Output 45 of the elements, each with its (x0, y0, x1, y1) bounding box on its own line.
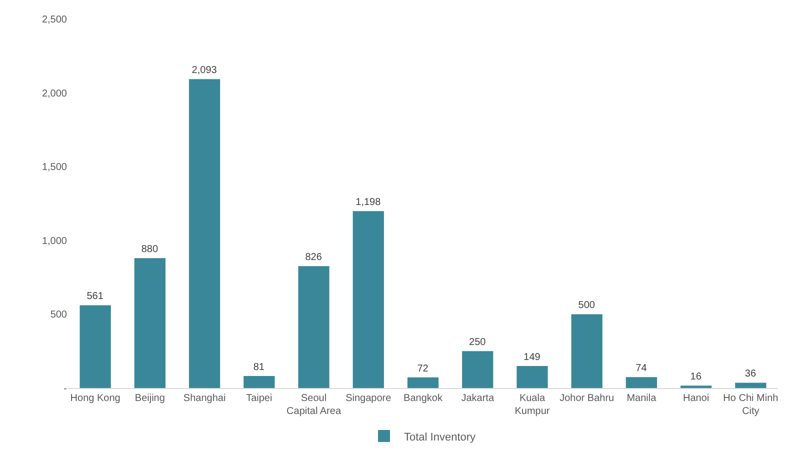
bar (407, 377, 439, 388)
y-tick-label: 2,000 (42, 88, 68, 100)
data-label: 826 (305, 252, 322, 264)
y-tick-label: - (64, 384, 67, 394)
data-label: 250 (469, 337, 486, 348)
x-tick-label: Shanghai (183, 393, 226, 404)
x-tick-label: Seoul Capital Area (286, 393, 342, 417)
y-tick-label: 1,500 (42, 162, 68, 174)
y-tick-label: 1,000 (42, 236, 68, 247)
bar (352, 211, 384, 388)
x-tick-label: Johor Bahru (560, 393, 614, 404)
x-tick-label: Kuala Kumpur (514, 393, 550, 417)
data-label: 561 (86, 291, 104, 302)
x-tick-label: Ho Chi Minh City (723, 393, 778, 417)
data-label: 880 (141, 244, 158, 256)
data-label: 16 (690, 372, 702, 383)
data-label: 81 (253, 362, 265, 374)
x-tick-label: Beijing (134, 393, 165, 404)
data-label: 36 (744, 368, 756, 380)
x-tick-label: Taipei (246, 393, 272, 404)
x-tick-label: Singapore (346, 393, 392, 404)
data-label: 149 (524, 352, 541, 364)
x-tick-label: Hong Kong (70, 393, 120, 404)
bar (626, 377, 658, 388)
x-tick-label: Manila (626, 393, 657, 404)
bar (298, 266, 330, 388)
bar (188, 79, 220, 388)
data-label: 74 (636, 363, 648, 374)
data-label: 500 (578, 300, 596, 312)
data-label: 2,093 (192, 65, 218, 76)
y-tick-label: 2,500 (42, 14, 68, 26)
bar (462, 351, 494, 388)
bar (80, 305, 111, 388)
data-label: 72 (417, 363, 429, 374)
x-tick-label: Jakarta (461, 393, 494, 404)
bar (516, 366, 548, 388)
bar (244, 376, 275, 388)
x-tick-label: Hanoi (683, 393, 710, 404)
legend-label: Total Inventory (404, 431, 476, 444)
data-label: 1,198 (356, 197, 382, 208)
bar (735, 382, 766, 388)
x-tick-label: Bangkok (404, 393, 444, 404)
bar (571, 314, 602, 388)
y-tick-label: 500 (50, 310, 68, 321)
bar (134, 258, 166, 388)
